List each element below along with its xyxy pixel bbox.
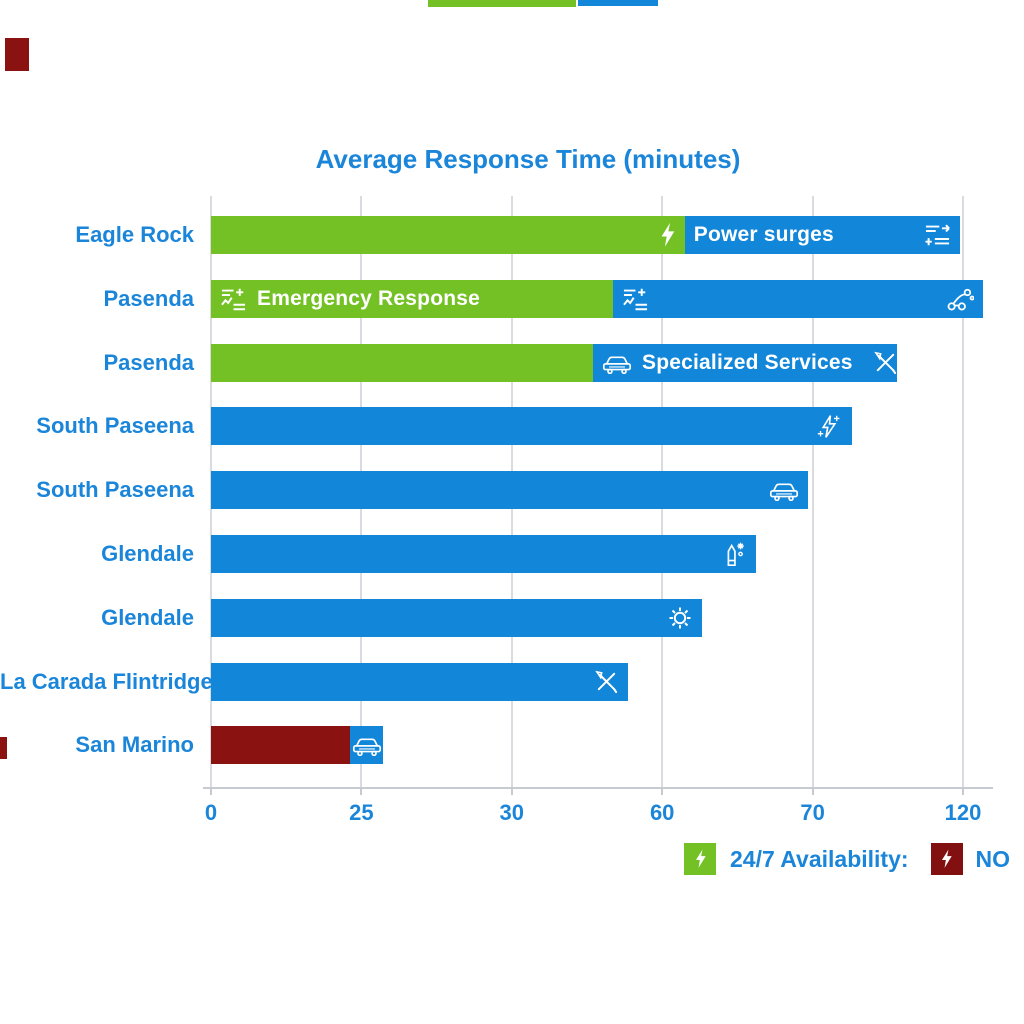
top-green-strip: [428, 0, 576, 7]
category-label: San Marino: [75, 732, 194, 758]
x-tick-label: 70: [800, 800, 825, 825]
category-label: South Paseena: [36, 413, 194, 439]
axis-tick: [962, 787, 964, 795]
bar-segment-red: [211, 726, 351, 765]
bar-segment-blue: [211, 407, 852, 446]
bar-row: [211, 407, 963, 446]
x-tick-label: 0: [204, 800, 218, 825]
bar-row: [211, 726, 963, 765]
axis-tick: [210, 787, 212, 795]
tools-icon: [873, 350, 898, 375]
bar-segment-blue: [211, 598, 703, 637]
category-label: La Carada Flintridge: [0, 668, 213, 694]
gear-icon: [667, 605, 693, 631]
bar-segment-green: [211, 216, 685, 254]
chart-title: Average Response Time (minutes): [315, 144, 741, 174]
playlist-add-icon: [220, 287, 247, 311]
bolt-sparks-icon: [816, 413, 843, 440]
bolt-icon: [659, 222, 676, 248]
bar-row: Emergency Response: [211, 279, 984, 318]
bar-segment-blue: [211, 535, 757, 573]
left-red-square: [5, 38, 29, 71]
bolt-icon: [940, 849, 953, 869]
bar-segment-blue: [211, 662, 629, 701]
category-label: South Paseena: [36, 477, 194, 503]
bar-segment-blue: Specialized Services: [593, 343, 898, 382]
pencil-star-icon: [721, 540, 747, 568]
playlist-add-icon: [622, 287, 649, 311]
x-tick-label: 120: [944, 800, 982, 825]
bar-segment-green: Emergency Response: [211, 279, 614, 318]
bar-row: [211, 535, 963, 573]
grid-line: [811, 196, 814, 787]
legend-red-swatch: [930, 843, 963, 875]
bar-row: Power surges: [211, 216, 963, 254]
category-label: Eagle Rock: [75, 222, 194, 247]
legend: 24/7 Availability: NO: [684, 843, 1010, 875]
bar-segment-green: [211, 343, 594, 382]
nodes-icon: [946, 286, 975, 312]
bar-row: [211, 598, 963, 637]
bar-row: [211, 662, 963, 701]
legend-value: NO: [975, 845, 1011, 872]
category-label: Glendale: [101, 541, 194, 566]
axis-tick: [661, 787, 664, 795]
axis-tick: [360, 787, 363, 795]
category-label: Pasenda: [103, 349, 195, 375]
bar-segment-blue: [613, 279, 984, 318]
bar-row: [211, 471, 963, 510]
bar-segment-blue: [211, 471, 809, 510]
legend-green-swatch: [684, 843, 716, 875]
category-label: Glendale: [101, 604, 194, 630]
car-icon: [769, 479, 799, 502]
bar-label: Specialized Services: [642, 350, 853, 374]
bar-label: Emergency Response: [257, 286, 481, 310]
grid-line: [962, 196, 964, 787]
legend-label: 24/7 Availability:: [730, 845, 909, 872]
axis-tick: [811, 787, 814, 795]
x-tick-label: 30: [499, 800, 525, 825]
category-label: Pasenda: [103, 285, 195, 311]
x-tick-label: 60: [649, 800, 675, 825]
bar-label: Power surges: [693, 223, 834, 246]
car-icon: [352, 734, 382, 757]
top-blue-strip: [578, 0, 658, 6]
plot-area: 0 25 30 60 70 120 Power surges Emergency Respon…: [203, 196, 993, 825]
bar-segment-blue: Power surges: [684, 216, 960, 254]
car-icon: [602, 352, 632, 374]
playlist-arrow-icon: [924, 223, 951, 247]
axis-tick: [510, 787, 513, 795]
tools-icon: [594, 669, 619, 694]
bar-row: Specialized Services: [211, 343, 963, 382]
left-red-sliver: [0, 737, 7, 759]
bar-segment-blue: [350, 726, 384, 765]
x-tick-label: 25: [349, 800, 374, 825]
x-axis-line: [203, 787, 993, 789]
bolt-icon: [694, 849, 707, 869]
